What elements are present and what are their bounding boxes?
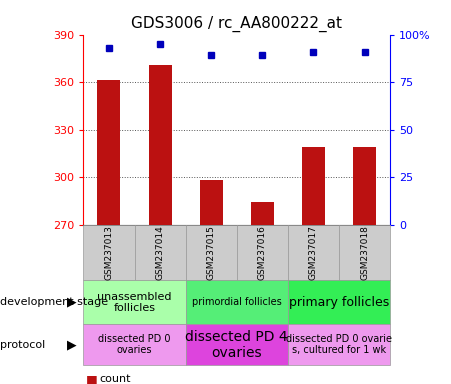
Text: dissected PD 0 ovarie
s, cultured for 1 wk: dissected PD 0 ovarie s, cultured for 1 … — [286, 334, 392, 356]
Text: GSM237014: GSM237014 — [156, 225, 165, 280]
Text: primary follicles: primary follicles — [289, 296, 389, 309]
Text: GSM237016: GSM237016 — [258, 225, 267, 280]
Text: primordial follicles: primordial follicles — [192, 297, 282, 308]
Bar — [302, 147, 325, 225]
Text: GSM237015: GSM237015 — [207, 225, 216, 280]
Text: ■: ■ — [86, 373, 97, 384]
Text: unassembled
follicles: unassembled follicles — [97, 291, 172, 313]
Bar — [97, 81, 120, 225]
Bar — [251, 202, 274, 225]
Text: dissected PD 0
ovaries: dissected PD 0 ovaries — [98, 334, 171, 356]
Text: GSM237013: GSM237013 — [105, 225, 114, 280]
Text: protocol: protocol — [0, 339, 45, 350]
Bar — [149, 65, 171, 225]
Text: GSM237017: GSM237017 — [309, 225, 318, 280]
Text: development stage: development stage — [0, 297, 108, 308]
Text: dissected PD 4
ovaries: dissected PD 4 ovaries — [185, 329, 288, 360]
Text: GSM237018: GSM237018 — [360, 225, 369, 280]
Text: ▶: ▶ — [67, 296, 77, 309]
Text: count: count — [99, 374, 131, 384]
Title: GDS3006 / rc_AA800222_at: GDS3006 / rc_AA800222_at — [131, 16, 342, 32]
Text: ▶: ▶ — [67, 338, 77, 351]
Bar — [353, 147, 376, 225]
Bar — [200, 180, 223, 225]
Text: ■: ■ — [86, 383, 97, 384]
